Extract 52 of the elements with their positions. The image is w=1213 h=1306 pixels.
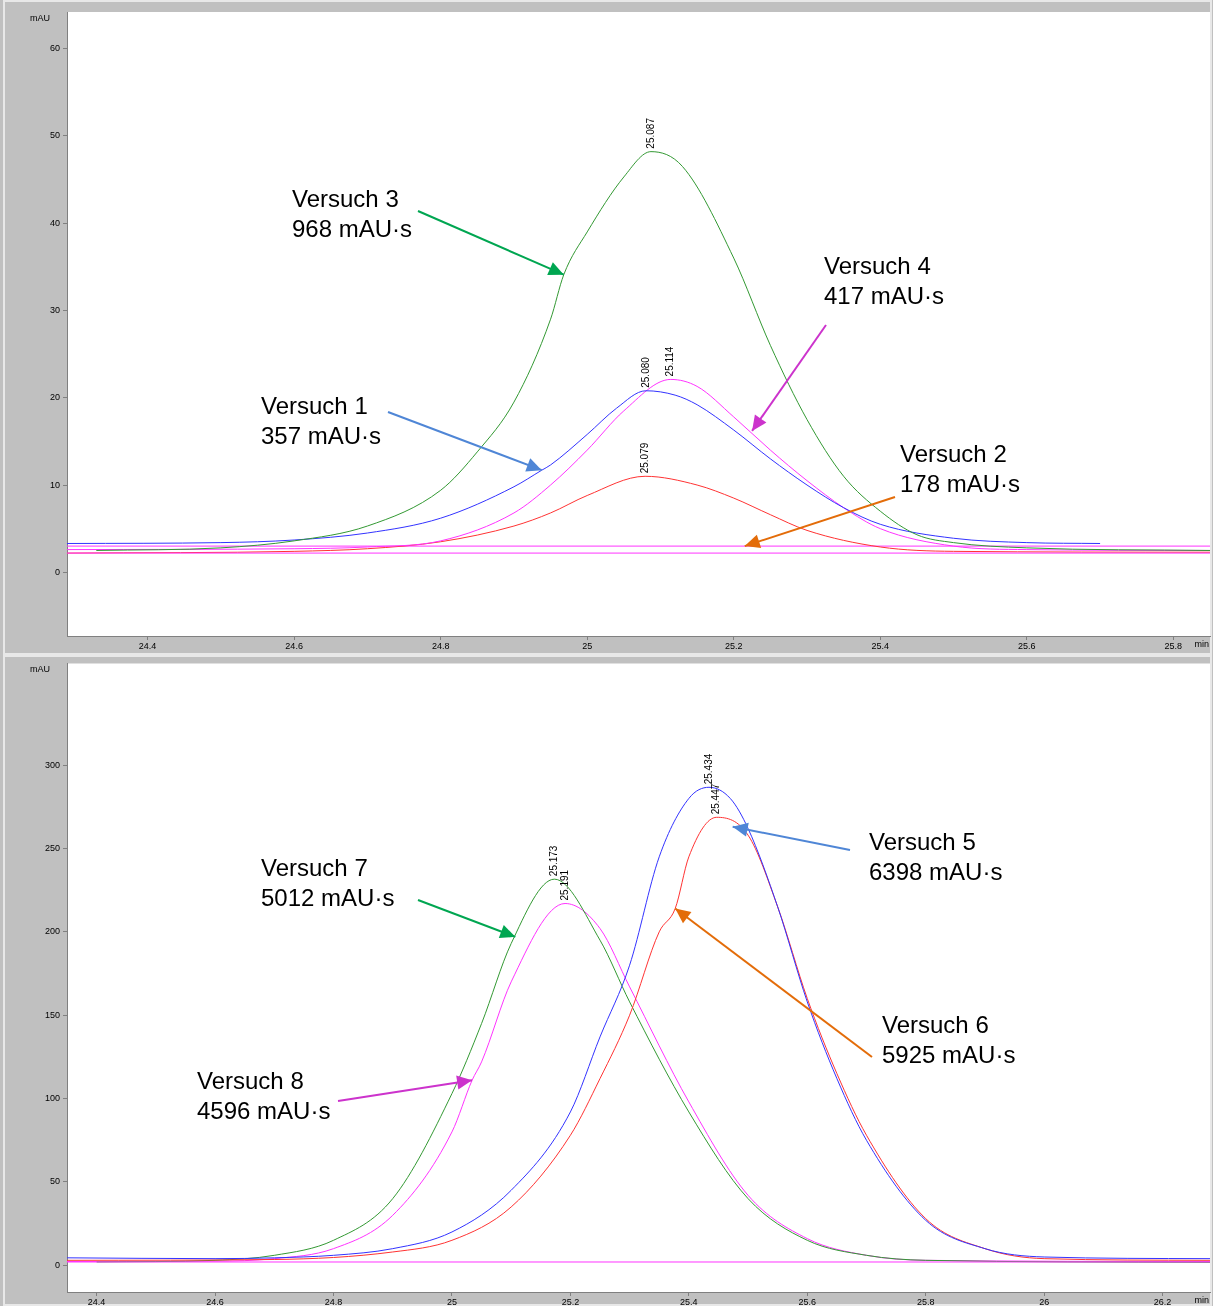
annotation: Versuch 5 6398 mAU·s (869, 828, 1003, 885)
x-tick-label: 24.6 (285, 640, 303, 651)
x-tick-label: 24.8 (324, 1296, 343, 1306)
x-tick-label: 25.6 (798, 1296, 817, 1306)
y-tick-label: 250 (44, 842, 60, 853)
y-tick-label: 50 (49, 1176, 60, 1187)
x-tick-label: 25.2 (561, 1296, 580, 1306)
annotation: Versuch 2 178 mAU·s (900, 440, 1021, 497)
annotation: 25.114 (664, 346, 676, 377)
annotation: 25.191 (558, 869, 570, 901)
annotation: 25.434 (702, 753, 714, 785)
x-tick-label: 25 (582, 640, 593, 651)
x-tick-label: 24.4 (138, 640, 157, 651)
y-tick-label: 30 (49, 304, 60, 315)
y-tick-label: 0 (54, 566, 60, 577)
x-tick-label: 25.8 (1164, 640, 1183, 651)
y-tick-label: 50 (49, 130, 60, 141)
annotation: 25.173 (548, 845, 560, 877)
annotation: 25.087 (644, 117, 656, 149)
x-tick-label: 24.6 (206, 1296, 224, 1306)
x-axis-title: min (1194, 1294, 1209, 1305)
x-tick-label: 25 (446, 1296, 457, 1306)
annotation: Versuch 6 5925 mAU·s (882, 1011, 1016, 1068)
y-tick-label: 60 (49, 43, 60, 54)
y-tick-label: 200 (44, 926, 60, 937)
annotation: 25.447 (710, 783, 722, 815)
y-tick-label: 20 (49, 392, 60, 403)
annotation: Versuch 8 4596 mAU·s (197, 1067, 331, 1124)
y-tick-label: 300 (44, 759, 60, 770)
annotation: Versuch 7 5012 mAU·s (261, 854, 395, 911)
y-axis-title: mAU (30, 12, 50, 23)
x-axis-title: min (1194, 638, 1209, 649)
x-tick-label: 26 (1039, 1296, 1050, 1306)
y-tick-label: 150 (44, 1009, 60, 1020)
x-tick-label: 25.2 (724, 640, 743, 651)
y-tick-label: 0 (54, 1259, 60, 1270)
annotation: Versuch 3 968 mAU·s (292, 185, 413, 242)
x-tick-label: 25.6 (1018, 640, 1036, 651)
y-tick-label: 40 (49, 217, 60, 228)
x-tick-label: 25.8 (916, 1296, 935, 1306)
annotation: Versuch 4 417 mAU·s (824, 252, 945, 309)
annotation: 25.079 (638, 442, 650, 474)
y-tick-label: 10 (49, 479, 60, 490)
y-tick-label: 100 (44, 1093, 60, 1104)
x-tick-label: 26.2 (1153, 1296, 1172, 1306)
annotation: Versuch 1 357 mAU·s (261, 392, 382, 449)
x-tick-label: 24.8 (431, 640, 450, 651)
annotation: 25.080 (639, 356, 651, 388)
x-tick-label: 25.4 (680, 1296, 698, 1306)
y-axis-title: mAU (30, 664, 50, 675)
x-tick-label: 25.4 (871, 640, 890, 651)
x-tick-label: 24.4 (87, 1296, 106, 1306)
